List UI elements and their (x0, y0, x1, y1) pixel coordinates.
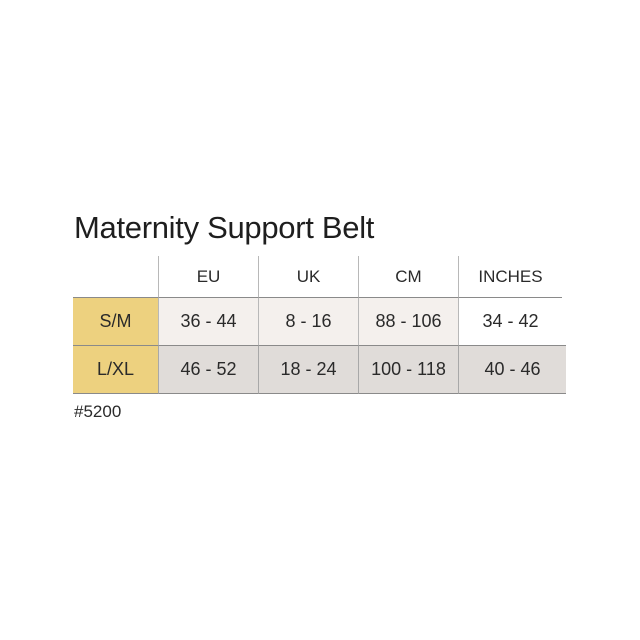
product-code: #5200 (74, 402, 122, 421)
cell-lxl-inches: 40 - 46 (458, 345, 566, 394)
cell-sm-eu: 36 - 44 (158, 297, 258, 345)
header-eu: EU (158, 256, 258, 297)
cell-sm-cm: 88 - 106 (358, 297, 458, 345)
cell-lxl-eu: 46 - 52 (158, 345, 258, 394)
header-cm: CM (358, 256, 458, 297)
size-label-lxl: L/XL (73, 345, 158, 394)
header-uk: UK (258, 256, 358, 297)
chart-title: Maternity Support Belt (74, 210, 375, 245)
cell-sm-uk: 8 - 16 (258, 297, 358, 345)
header-inches: INCHES (458, 256, 562, 297)
cell-lxl-uk: 18 - 24 (258, 345, 358, 394)
size-label-sm: S/M (73, 297, 158, 345)
cell-lxl-cm: 100 - 118 (358, 345, 458, 394)
cell-sm-inches: 34 - 42 (458, 297, 562, 345)
